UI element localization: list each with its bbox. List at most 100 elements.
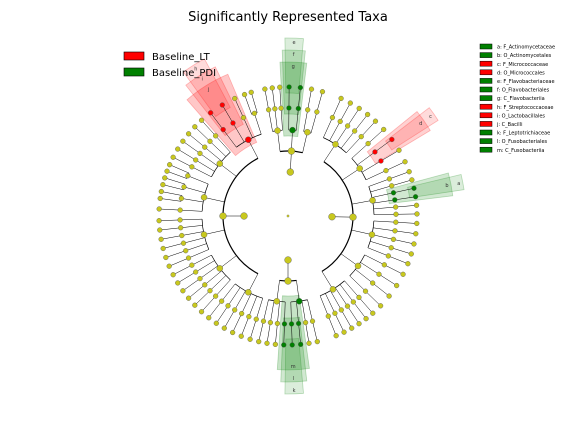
key-label-0: a: F_Actinomycetaceae: [497, 45, 555, 51]
tree-branch: [182, 141, 201, 154]
taxon-node: [219, 298, 225, 304]
taxon-node-pdi: [289, 126, 296, 134]
tree-branch: [165, 250, 186, 258]
taxon-node-pdi: [296, 298, 303, 305]
taxon-node: [267, 319, 274, 326]
tree-branch: [353, 301, 367, 319]
tree-branch: [258, 321, 264, 342]
taxon-node: [386, 176, 393, 182]
taxon-node: [392, 228, 398, 234]
tree-branch: [161, 235, 182, 240]
taxon-node: [378, 303, 384, 309]
taxon-node: [329, 114, 336, 121]
taxon-node: [273, 298, 280, 305]
taxon-node: [338, 307, 344, 313]
tree-branch: [275, 323, 278, 345]
tree-branch: [332, 98, 342, 118]
tree-branch: [378, 274, 397, 286]
tree-branch: [370, 241, 392, 248]
taxon-node-pdi: [411, 185, 417, 191]
tree-branch: [263, 299, 269, 322]
key-swatch-8: [479, 112, 493, 119]
key-label-4: e: F_Flavobacteriaceae: [497, 79, 555, 85]
tree-branch: [307, 299, 313, 322]
taxon-node: [183, 248, 189, 254]
key-label-11: l: O_Fusobacteriales: [497, 139, 548, 145]
taxon-node: [284, 256, 292, 264]
taxon-node: [358, 134, 364, 140]
tree-branch: [361, 121, 376, 137]
tree-branch: [341, 309, 352, 329]
key-swatch-6: [479, 95, 493, 101]
tree-branch: [385, 161, 406, 171]
tree-branch: [166, 170, 187, 179]
tree-branch: [191, 166, 212, 178]
clade-shade-c: [385, 107, 439, 151]
taxon-node: [414, 211, 420, 217]
taxon-node: [405, 261, 411, 267]
tree-branch: [323, 144, 336, 162]
taxon-node: [400, 271, 406, 277]
taxon-node: [393, 211, 399, 217]
tree-branch: [380, 150, 400, 162]
key-label-12: m: C_Fusobacteriia: [497, 148, 545, 154]
taxon-node: [213, 293, 219, 299]
tree-branch: [159, 208, 181, 211]
taxon-node: [232, 95, 238, 102]
clade-shade-k: [284, 338, 304, 395]
tree-branch: [180, 209, 203, 212]
taxon-node: [240, 115, 247, 121]
legend-label-1: Baseline_PDI: [152, 68, 216, 79]
taxon-node: [167, 162, 173, 168]
tree-branch: [169, 164, 190, 174]
key-label-6: g: C_Flavobacteriia: [497, 96, 545, 102]
taxon-node: [356, 321, 362, 327]
tree-branch: [347, 306, 360, 324]
tree-branch: [323, 117, 333, 138]
taxon-node: [390, 236, 397, 242]
taxon-node: [409, 177, 415, 183]
tree-branch: [395, 221, 417, 224]
tree-branch: [244, 94, 252, 115]
taxon-node: [383, 167, 389, 174]
tree-branch: [330, 290, 342, 311]
clade-label-e: e: [293, 40, 296, 46]
taxon-node: [185, 295, 192, 301]
tree-branch: [394, 230, 416, 234]
tree-branch: [365, 170, 387, 181]
clade-labels: a b c d efg hij klm: [194, 40, 460, 394]
taxon-node: [206, 315, 212, 321]
taxon-node: [304, 128, 311, 136]
taxon-node: [245, 289, 252, 296]
taxon-node: [350, 299, 356, 305]
taxon-node-pdi: [288, 321, 295, 327]
tree-branch: [159, 219, 181, 221]
clade-label-m: m: [291, 364, 296, 370]
tree-branch: [215, 135, 231, 153]
tree-branch: [298, 323, 301, 345]
taxon-node: [394, 282, 400, 289]
tree-branch: [370, 185, 392, 193]
key-swatch-5: [479, 86, 493, 93]
tree-branch: [215, 279, 231, 297]
tree-branch: [321, 271, 334, 290]
tree-branch: [209, 275, 227, 291]
taxon-node: [200, 231, 208, 238]
clade-shade-m: [276, 294, 310, 371]
taxon-node: [246, 314, 252, 320]
tree-branch: [274, 108, 278, 131]
taxon-node: [241, 91, 248, 98]
taxon-node: [180, 240, 187, 246]
tree-branch: [307, 89, 312, 110]
tree-branch: [290, 301, 292, 324]
taxon-node: [156, 206, 162, 212]
tree-branch: [162, 184, 184, 191]
taxon-node: [185, 131, 192, 137]
taxon-node: [202, 144, 208, 150]
tree-branch: [188, 249, 209, 259]
tree-branch: [209, 141, 227, 157]
tree-branch: [367, 129, 384, 144]
tree-branch: [368, 178, 390, 187]
tree-branch: [173, 157, 192, 168]
tree-branch: [264, 89, 269, 110]
